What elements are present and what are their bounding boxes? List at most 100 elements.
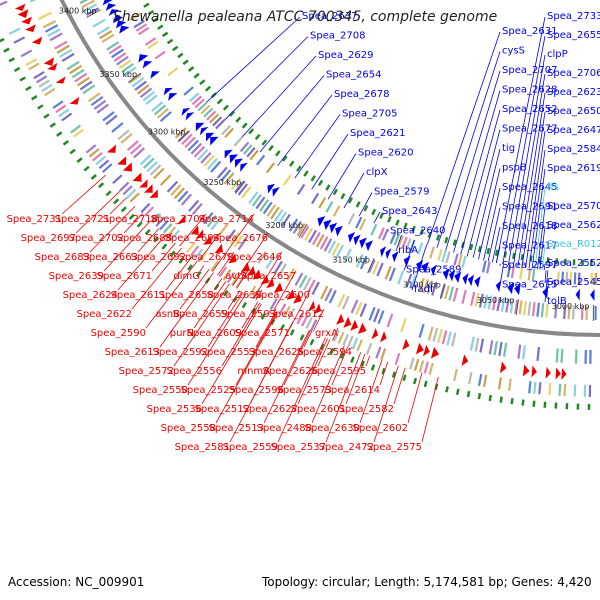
- gene-leader-line: [263, 329, 310, 424]
- cds-category-block: [246, 146, 256, 158]
- gc-content-mark: [229, 110, 236, 117]
- gene-leader-line: [317, 339, 331, 367]
- gene-label: Spea_2589: [406, 265, 461, 276]
- cds-category-block: [188, 199, 200, 212]
- cds-category-block: [400, 318, 407, 333]
- cds-category-block: [87, 92, 101, 103]
- cds-category-block: [156, 107, 169, 119]
- gene-leader-line: [495, 246, 501, 264]
- gene-label: dimG: [173, 271, 200, 282]
- gene-leader-line: [345, 353, 366, 405]
- cds-category-block: [140, 202, 151, 214]
- cds-category-block: [386, 313, 394, 328]
- cds-category-block: [243, 144, 253, 155]
- cds-category-block: [248, 191, 259, 204]
- cds-category-block: [85, 144, 97, 154]
- cds-category-block: [311, 231, 321, 246]
- cds-category-block: [320, 285, 329, 300]
- cds-category-block: [488, 340, 494, 355]
- cds-category-block: [249, 149, 259, 161]
- gene-label: Spea_2640: [390, 226, 445, 237]
- genome-summary-text: Topology: circular; Length: 5,174,581 bp…: [262, 575, 592, 589]
- cds-category-block: [418, 277, 425, 292]
- gene-label: Spea_2609: [187, 328, 242, 339]
- gene-leader-line: [201, 303, 262, 405]
- gene-leader-line: [539, 225, 546, 270]
- cds-category-block: [210, 260, 220, 272]
- cds-category-block: [129, 192, 140, 203]
- gene-label: Spea_2612: [269, 309, 324, 320]
- gene-leader-line: [259, 75, 325, 153]
- cds-category-block: [265, 255, 275, 269]
- cds-category-block: [292, 220, 302, 234]
- gc-content-mark: [310, 175, 316, 182]
- reverse-gene-arrow: [379, 331, 387, 343]
- reverse-gene-arrow: [430, 346, 440, 359]
- reverse-gene-arrow: [336, 313, 345, 325]
- forward-gene-arrow: [112, 15, 124, 24]
- gc-content-mark: [260, 313, 266, 320]
- cds-category-block: [487, 295, 493, 310]
- gene-leader-line: [150, 213, 159, 222]
- gene-label: Spea_2657: [241, 271, 296, 282]
- cds-category-block: [162, 223, 173, 234]
- cds-category-block: [448, 286, 455, 301]
- cds-category-block: [147, 40, 159, 50]
- cds-category-block: [210, 217, 221, 231]
- cds-category-block: [193, 145, 206, 158]
- gene-label: Spea_2624: [63, 290, 118, 301]
- cds-category-block: [270, 206, 280, 220]
- cds-category-block: [457, 254, 463, 267]
- gc-content-mark: [402, 374, 407, 382]
- cds-category-block: [333, 329, 340, 342]
- cds-category-block: [332, 205, 341, 217]
- gc-content-mark: [423, 380, 428, 388]
- cds-category-block: [324, 287, 333, 302]
- gene-label: Spea_2559: [223, 442, 278, 453]
- gc-content-mark: [196, 270, 202, 278]
- gene-label: Spea_2691: [502, 202, 557, 213]
- forward-gene-arrow: [317, 216, 326, 227]
- cds-category-block: [187, 139, 199, 152]
- forward-gene-arrow: [329, 222, 338, 234]
- cds-category-block: [358, 218, 367, 231]
- forward-gene-arrow: [359, 237, 367, 249]
- cds-category-block: [560, 348, 564, 363]
- gene-label: Spea_2597: [502, 260, 557, 271]
- reverse-gene-arrow: [266, 277, 275, 289]
- cds-category-block: [118, 59, 132, 70]
- cds-category-block: [468, 371, 473, 385]
- gc-content-mark: [216, 98, 223, 105]
- cds-category-block: [58, 108, 70, 118]
- forward-gene-arrow: [115, 20, 127, 29]
- reverse-gene-arrow: [228, 253, 237, 264]
- gene-label: Spea_2556: [167, 366, 222, 377]
- gc-content-mark: [161, 31, 169, 38]
- gc-content-mark: [223, 289, 229, 297]
- gene-label: Spea_2733: [547, 11, 600, 22]
- gene-leader-line: [502, 35, 546, 265]
- cds-category-block: [159, 219, 169, 231]
- gene-leader-line: [277, 337, 326, 443]
- gene-label: Spea_2584: [547, 144, 600, 155]
- cds-category-block: [323, 238, 333, 252]
- cds-category-block: [88, 148, 100, 158]
- gene-label: Spea_2579: [374, 187, 429, 198]
- forward-gene-arrow: [335, 225, 343, 237]
- gc-content-mark: [469, 243, 474, 251]
- cds-category-block: [331, 242, 341, 256]
- scale-label: 3250 kbp: [204, 178, 242, 187]
- reverse-gene-arrow: [195, 229, 204, 239]
- forward-gene-arrow: [365, 240, 373, 252]
- gene-label: Spea_2545: [547, 277, 600, 288]
- cds-category-block: [505, 298, 510, 313]
- gc-content-mark: [477, 392, 482, 400]
- gc-content-mark: [171, 45, 179, 52]
- gene-leader-line: [241, 301, 259, 329]
- gene-label: Spea_2694: [165, 233, 220, 244]
- cds-category-block: [251, 193, 262, 207]
- cds-category-block: [190, 245, 200, 257]
- gene-label: Spea_2636: [207, 290, 262, 301]
- cds-category-block: [71, 68, 85, 79]
- reverse-gene-arrow: [313, 303, 322, 315]
